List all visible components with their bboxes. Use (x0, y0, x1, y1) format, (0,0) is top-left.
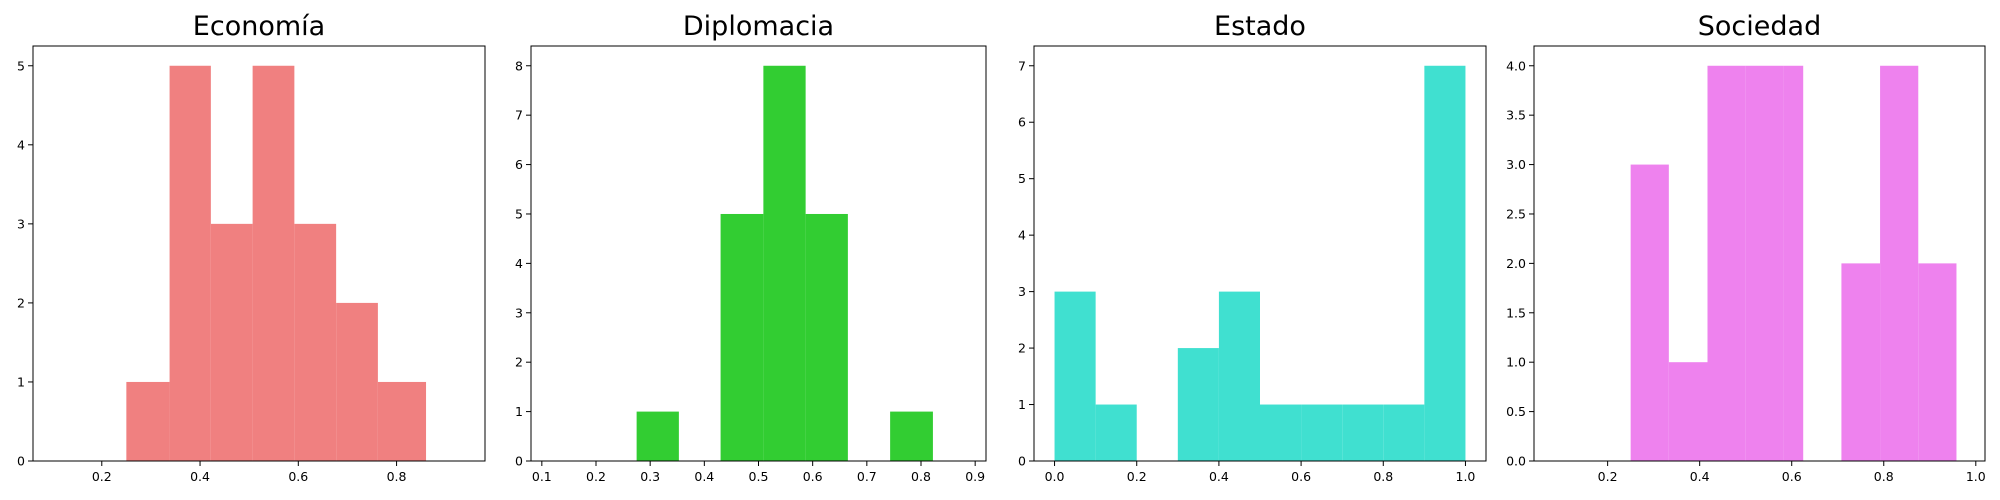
x-tick-label: 0.6 (1782, 469, 1802, 484)
axes-frame (1033, 45, 1487, 462)
x-tick-label: 0.7 (857, 469, 877, 484)
histogram-bar (1841, 263, 1881, 461)
y-tick-label: 4 (515, 256, 523, 271)
histogram-panel: Diplomacia 0.1 0.2 0.3 0.4 0.5 0.6 0.7 0.8 0.9 0 1 2… (515, 11, 987, 484)
x-tick-label: 0.2 (1127, 469, 1147, 484)
histogram-bar (636, 411, 679, 461)
y-tick-label: 7 (515, 108, 523, 123)
y-tick-label: 2 (515, 355, 523, 370)
x-tick-label: 0.4 (1690, 469, 1710, 484)
y-tick-label: 8 (515, 58, 523, 73)
histogram-bar (1668, 362, 1708, 461)
y-tick-label: 0 (515, 454, 523, 469)
x-tick-label: 0.9 (965, 469, 985, 484)
y-tick-label: 0 (1018, 454, 1026, 469)
histogram-bar (1918, 263, 1957, 461)
histogram-bar (210, 223, 253, 461)
histogram-bar (1177, 348, 1219, 461)
y-tick-label: 6 (1018, 115, 1026, 130)
x-tick-label: 0.8 (1874, 469, 1894, 484)
x-tick-label: 0.4 (190, 469, 210, 484)
histogram-bar (1424, 65, 1466, 461)
chart-title: Diplomacia (683, 11, 834, 42)
histogram-bar (1342, 404, 1384, 461)
x-tick-label: 0.3 (640, 469, 660, 484)
x-tick-label: 0.6 (288, 469, 308, 484)
x-tick-label: 0.2 (1598, 469, 1618, 484)
y-tick-label: 1 (17, 374, 25, 389)
histogram-bar (720, 213, 764, 461)
histogram-bar (1880, 65, 1919, 461)
histogram-bar (763, 65, 806, 461)
histogram-bar (252, 65, 295, 461)
histogram-bar (1630, 164, 1669, 462)
y-tick-label: 5 (515, 206, 523, 221)
x-tick-label: 0.8 (1373, 469, 1393, 484)
histogram-bar (336, 302, 378, 461)
y-tick-label: 5 (17, 58, 25, 73)
histogram-bar (1260, 404, 1302, 461)
histogram-bar (1783, 65, 1804, 461)
histogram-panel: Economía 0.2 0.4 0.6 0.8 0 1 2 3 4 5 (17, 11, 486, 484)
y-tick-label: 1 (1018, 397, 1026, 412)
histogram-bar (377, 381, 427, 461)
y-tick-label: 6 (515, 157, 523, 172)
x-tick-label: 0.6 (1291, 469, 1311, 484)
x-tick-label: 0.2 (92, 469, 112, 484)
chart-title: Economía (193, 11, 325, 42)
histogram-panel: Sociedad 0.2 0.4 0.6 0.8 1.0 0.0 0.5 1.0 1.5 2.0 2.… (1506, 11, 1986, 484)
chart-title: Estado (1214, 11, 1306, 42)
axes-frame (1533, 45, 1986, 462)
y-tick-label: 2 (17, 295, 25, 310)
chart-title: Sociedad (1698, 11, 1821, 42)
x-tick-label: 0.6 (803, 469, 823, 484)
y-tick-label: 1.0 (1506, 355, 1526, 370)
x-tick-label: 0.8 (911, 469, 931, 484)
x-tick-label: 0.8 (387, 469, 407, 484)
y-tick-label: 2.5 (1506, 206, 1526, 221)
y-tick-label: 3.0 (1506, 157, 1526, 172)
histogram-bar (126, 381, 170, 461)
histogram-bar (1707, 65, 1746, 461)
histogram-bar (890, 411, 933, 461)
histogram-bar (1301, 404, 1343, 461)
histogram-bar (805, 213, 848, 461)
axes-frame (32, 45, 486, 462)
histogram-bar (1745, 65, 1784, 461)
y-tick-label: 3.5 (1506, 108, 1526, 123)
y-tick-label: 4 (1018, 228, 1026, 243)
y-tick-label: 2 (1018, 341, 1026, 356)
y-tick-label: 4.0 (1506, 58, 1526, 73)
histogram-panel: Estado 0.0 0.2 0.4 0.6 0.8 1.0 0 1 2 3 4 5 6 7 (1018, 11, 1487, 484)
x-tick-label: 1.0 (1456, 469, 1476, 484)
y-tick-label: 3 (515, 305, 523, 320)
x-tick-label: 0.1 (532, 469, 552, 484)
x-tick-label: 1.0 (1966, 469, 1986, 484)
y-tick-label: 0.5 (1506, 404, 1526, 419)
y-tick-label: 5 (1018, 171, 1026, 186)
histogram-bar (1218, 291, 1260, 461)
y-tick-label: 1 (515, 404, 523, 419)
y-tick-label: 2.0 (1506, 256, 1526, 271)
x-tick-label: 0.4 (1209, 469, 1229, 484)
y-tick-label: 0.0 (1506, 454, 1526, 469)
y-tick-label: 7 (1018, 58, 1026, 73)
x-tick-label: 0.0 (1045, 469, 1065, 484)
y-tick-label: 3 (1018, 284, 1026, 299)
y-tick-label: 3 (17, 216, 25, 231)
histogram-bar (169, 65, 211, 461)
x-tick-label: 0.5 (749, 469, 769, 484)
y-tick-label: 0 (17, 454, 25, 469)
histogram-bar (1095, 404, 1137, 461)
histogram-bar (1054, 291, 1096, 461)
x-tick-label: 0.2 (586, 469, 606, 484)
histogram-bar (294, 223, 337, 461)
y-tick-label: 4 (17, 137, 25, 152)
y-tick-label: 1.5 (1506, 305, 1526, 320)
histogram-bar (1383, 404, 1425, 461)
x-tick-label: 0.4 (694, 469, 714, 484)
